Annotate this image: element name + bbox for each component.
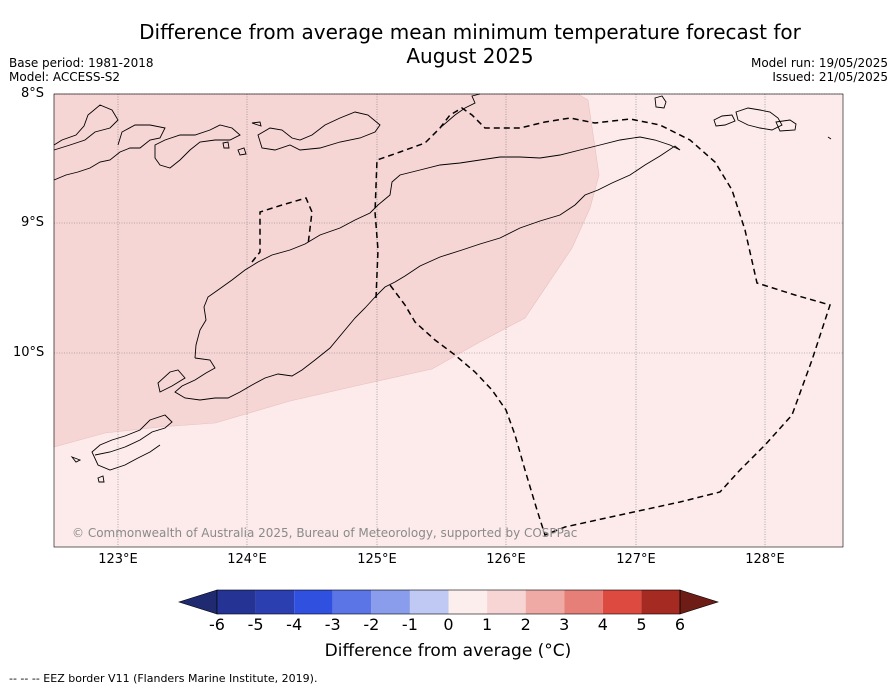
lon-label-124e: 124°E [227,552,267,567]
eez-borders [251,107,831,536]
colorbar-outline [216,589,681,615]
coastlines [53,93,832,483]
solor-island [154,124,241,169]
colorbar-segment [641,590,680,614]
island-east-1 [654,95,667,109]
timor-south-coast [174,295,377,401]
flores-island [53,104,166,181]
colorbar-segment [409,590,449,614]
lat-label-10s: 10°S [13,345,45,360]
title-line-1: Difference from average mean minimum tem… [139,20,801,44]
colorbar-tick-label: -5 [247,615,264,634]
eez-border-west [251,197,313,263]
colorbar-tick-label: -3 [324,615,341,634]
lon-label-126e: 126°E [486,552,526,567]
colorbar-segment [332,590,372,614]
colorbar-segment [602,590,642,614]
lat-label-8s: 8°S [21,86,45,101]
colorbar-under-arrow [178,589,218,615]
colorbar-over-arrow [679,589,719,615]
colorbar-segment [525,590,565,614]
eez-border-main [374,107,831,536]
colorbar-tick-label: 2 [520,615,531,634]
colorbar-tick-label: 6 [674,615,686,634]
colorbar-tick-label: -2 [363,615,380,634]
colorbar-segment [371,590,410,614]
lon-label-127e: 127°E [616,552,656,567]
colorbar-segment [564,590,603,614]
map-frame [53,93,844,548]
lon-label-128e: 128°E [745,552,785,567]
colorbar [178,589,719,615]
colorbar-segment [294,590,333,614]
colorbar-tick-label: 1 [481,615,493,634]
lon-label-125e: 125°E [357,552,397,567]
colorbar-tick-label: 3 [559,615,570,634]
colorbar-tick-label: 5 [636,615,647,634]
rote-island [70,414,173,471]
anomaly-region-1-to-2 [53,93,600,448]
island-east-2 [713,114,736,127]
colorbar-title: Difference from average (°C) [324,641,572,661]
model-name: Model: ACCESS-S2 [9,70,121,84]
colorbar-tick-label: 4 [597,615,608,634]
small-island-1 [157,369,186,393]
colorbar-tick-label: -4 [286,615,303,634]
colorbar-segment [487,590,526,614]
small-island-3 [222,121,262,156]
alor-island [257,111,381,151]
colorbar-segment [255,590,295,614]
meta-right: Model run: 19/05/2025 Issued: 21/05/2025 [751,56,888,84]
base-period: Base period: 1981-2018 [9,56,154,70]
island-east-3 [735,107,797,132]
chart-title: Difference from average mean minimum tem… [120,20,820,68]
colorbar-segment [217,590,256,614]
island-east-4 [827,136,832,140]
colorbar-segment [448,590,488,614]
lat-label-9s: 9°S [21,215,45,230]
colorbar-tick-label: -1 [401,615,418,634]
small-island-2 [97,475,105,483]
timor-north-coast [194,136,681,359]
model-run: Model run: 19/05/2025 [750,56,888,70]
eez-footnote: -- -- -- EEZ border V11 (Flanders Marine… [9,672,318,685]
meta-left: Base period: 1981-2018 Model: ACCESS-S2 [9,56,154,84]
copyright-notice: © Commonwealth of Australia 2025, Bureau… [72,526,578,540]
lon-label-123e: 123°E [98,552,138,567]
title-line-2: August 2025 [406,44,534,68]
wetar-island [439,93,481,129]
colorbar-tick-label: -6 [209,615,225,634]
colorbar-tick-label: 0 [443,615,454,634]
issued-date: Issued: 21/05/2025 [772,70,888,84]
